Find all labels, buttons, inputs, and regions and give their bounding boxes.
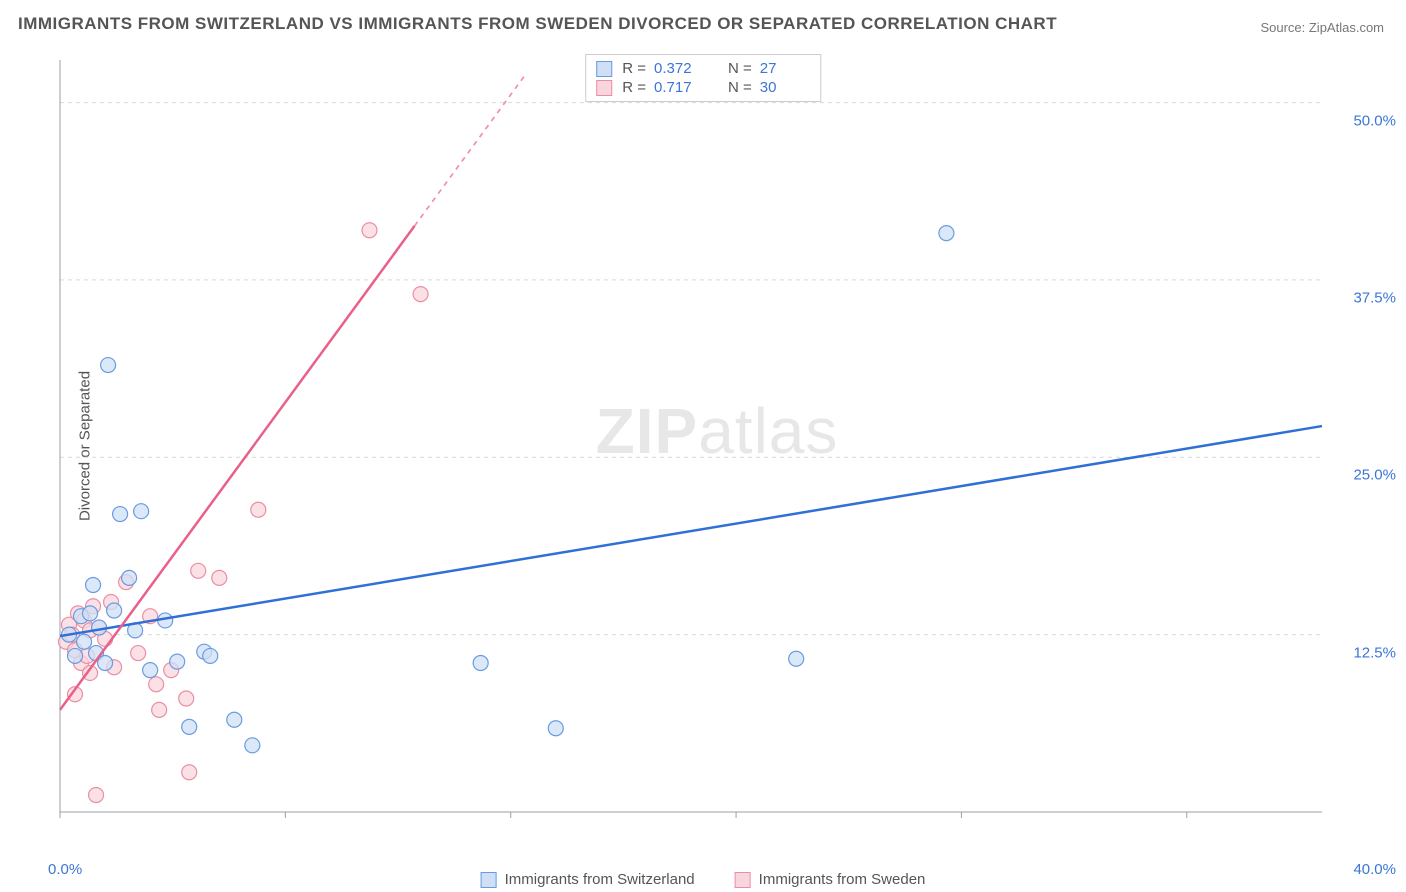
legend-r-label: R = [622, 79, 646, 96]
series-legend: Immigrants from Switzerland Immigrants fr… [481, 871, 926, 888]
legend-r-value: 0.717 [654, 79, 704, 96]
legend-n-value: 30 [760, 79, 810, 96]
legend-r-label: R = [622, 60, 646, 77]
scatter-point-switzerland [182, 719, 197, 734]
scatter-point-switzerland [245, 738, 260, 753]
scatter-point-switzerland [227, 712, 242, 727]
legend-swatch [596, 80, 612, 96]
correlation-legend-box: R = 0.372 N = 27 R = 0.717 N = 30 [585, 54, 821, 102]
scatter-point-switzerland [86, 577, 101, 592]
x-axis-max-label: 40.0% [1353, 861, 1396, 878]
scatter-point-switzerland [789, 651, 804, 666]
legend-swatch [596, 61, 612, 77]
chart-svg [52, 52, 1382, 842]
legend-row: R = 0.372 N = 27 [596, 59, 810, 78]
scatter-point-sweden [182, 765, 197, 780]
x-axis-origin-label: 0.0% [48, 861, 82, 878]
y-tick-label: 50.0% [1353, 112, 1396, 129]
scatter-point-switzerland [473, 656, 488, 671]
scatter-point-switzerland [939, 226, 954, 241]
scatter-point-switzerland [107, 603, 122, 618]
trendline-switzerland [60, 426, 1322, 636]
scatter-point-switzerland [113, 507, 128, 522]
trendline-sweden-dashed [415, 74, 526, 226]
scatter-point-switzerland [101, 358, 116, 373]
y-tick-label: 12.5% [1353, 644, 1396, 661]
y-tick-label: 37.5% [1353, 289, 1396, 306]
scatter-point-sweden [362, 223, 377, 238]
scatter-point-sweden [131, 646, 146, 661]
legend-n-label: N = [728, 79, 752, 96]
series-legend-label: Immigrants from Switzerland [505, 871, 695, 888]
scatter-point-sweden [149, 677, 164, 692]
scatter-point-sweden [191, 563, 206, 578]
scatter-point-switzerland [134, 504, 149, 519]
chart-plot-area: ZIPatlas [52, 52, 1382, 842]
legend-row: R = 0.717 N = 30 [596, 78, 810, 97]
scatter-point-switzerland [77, 634, 92, 649]
scatter-point-sweden [251, 502, 266, 517]
scatter-point-switzerland [122, 570, 137, 585]
legend-swatch [735, 872, 751, 888]
scatter-point-sweden [413, 287, 428, 302]
scatter-point-switzerland [98, 656, 113, 671]
scatter-point-switzerland [83, 606, 98, 621]
scatter-point-sweden [212, 570, 227, 585]
scatter-point-switzerland [143, 663, 158, 678]
scatter-point-sweden [152, 702, 167, 717]
legend-n-value: 27 [760, 60, 810, 77]
trendline-sweden [60, 226, 415, 710]
series-legend-item: Immigrants from Switzerland [481, 871, 695, 888]
scatter-point-switzerland [170, 654, 185, 669]
scatter-point-sweden [179, 691, 194, 706]
series-legend-label: Immigrants from Sweden [759, 871, 926, 888]
scatter-point-switzerland [68, 648, 83, 663]
legend-swatch [481, 872, 497, 888]
source-attribution: Source: ZipAtlas.com [1260, 20, 1384, 35]
scatter-point-switzerland [203, 648, 218, 663]
scatter-point-sweden [89, 787, 104, 802]
y-tick-label: 25.0% [1353, 467, 1396, 484]
chart-title: IMMIGRANTS FROM SWITZERLAND VS IMMIGRANT… [18, 14, 1057, 34]
series-legend-item: Immigrants from Sweden [735, 871, 926, 888]
legend-n-label: N = [728, 60, 752, 77]
scatter-point-switzerland [548, 721, 563, 736]
legend-r-value: 0.372 [654, 60, 704, 77]
